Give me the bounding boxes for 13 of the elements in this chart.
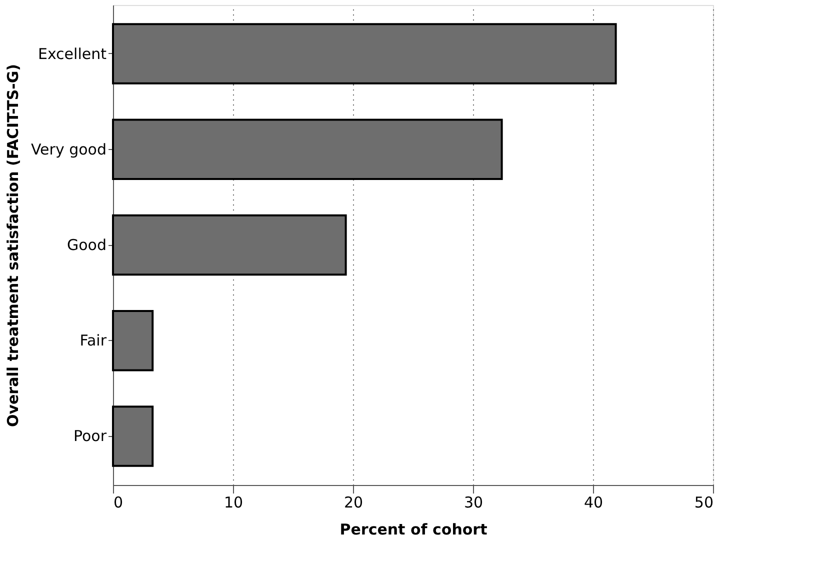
y-axis-title: Overall treatment satisfaction (FACIT-TS-G)	[4, 64, 22, 428]
y-tick-label: Very good	[30, 140, 106, 158]
y-tick-label: Excellent	[38, 44, 107, 63]
y-tick-label: Good	[67, 236, 106, 254]
x-tick-label: 40	[584, 494, 604, 512]
x-tick-label: 20	[344, 494, 364, 512]
x-tick-label: 0	[114, 494, 124, 512]
y-tick-label: Fair	[80, 332, 108, 350]
y-tick-label: Poor	[73, 427, 108, 446]
x-tick-label: 50	[694, 494, 714, 512]
x-tick-label: 30	[464, 494, 484, 512]
x-axis-title: Percent of cohort	[340, 520, 488, 538]
x-tick-label: 10	[224, 494, 244, 512]
